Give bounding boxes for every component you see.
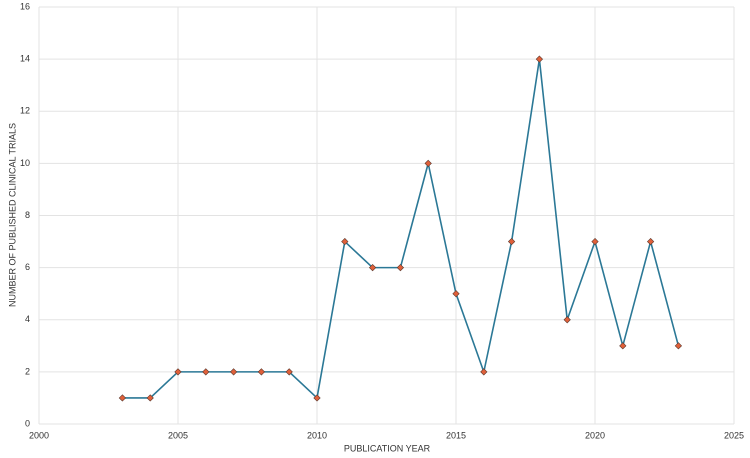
data-point (118, 394, 127, 402)
data-point (480, 368, 488, 376)
data-point (285, 368, 293, 376)
data-point (229, 368, 238, 376)
data-point (591, 237, 599, 246)
y-tick-label: 8 (25, 210, 30, 220)
data-point (507, 237, 516, 246)
data-point (452, 290, 460, 298)
y-axis-label: NUMBER OF PUBLISHED CLINICAL TRIALS (7, 123, 17, 307)
x-axis-label: PUBLICATION YEAR (344, 443, 431, 453)
data-point (619, 342, 627, 350)
data-point (535, 55, 544, 63)
x-tick-label: 2025 (724, 430, 744, 440)
x-tick-label: 2000 (29, 430, 49, 440)
y-tick-label: 0 (25, 418, 30, 428)
y-tick-label: 6 (25, 262, 30, 272)
y-tick-label: 10 (20, 158, 30, 168)
x-tick-label: 2015 (446, 430, 466, 440)
data-point (674, 342, 683, 350)
data-point (202, 368, 210, 376)
y-tick-label: 16 (20, 1, 30, 11)
data-point (146, 394, 154, 402)
data-point (646, 237, 655, 246)
y-tick-label: 12 (20, 106, 30, 116)
data-point (257, 368, 266, 376)
x-tick-label: 2020 (585, 430, 605, 440)
data-point (563, 316, 571, 324)
y-tick-label: 14 (20, 54, 30, 64)
data-point (424, 159, 432, 167)
y-tick-label: 4 (25, 314, 30, 324)
data-point (313, 394, 321, 402)
data-point (396, 264, 405, 272)
x-tick-label: 2005 (168, 430, 188, 440)
data-point (341, 237, 349, 246)
x-tick-label: 2010 (307, 430, 327, 440)
data-point (174, 368, 182, 376)
data-point (368, 264, 377, 272)
y-tick-label: 2 (25, 366, 30, 376)
